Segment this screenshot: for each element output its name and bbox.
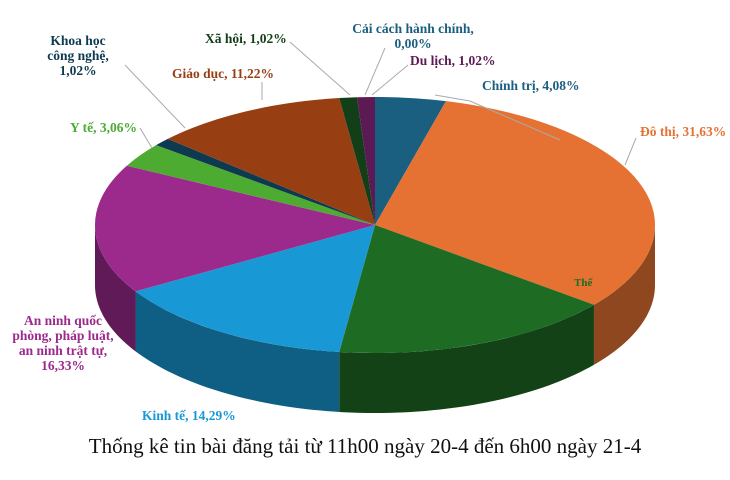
label-chinh-tri: Chính trị, 4,08% bbox=[482, 78, 580, 93]
slice-top-5 bbox=[126, 145, 375, 225]
leader-line-1 bbox=[624, 137, 637, 166]
label-kinh-te: Kinh tế, 14,29% bbox=[142, 408, 236, 423]
slice-side-1 bbox=[593, 225, 655, 365]
leader-line-5 bbox=[371, 64, 409, 96]
slice-top-2 bbox=[339, 225, 594, 353]
slice-top-3 bbox=[135, 225, 375, 352]
label-xa-hoi: Xã hội, 1,02% bbox=[205, 31, 287, 46]
slice-side-3 bbox=[135, 291, 340, 412]
leader-line-0 bbox=[434, 94, 561, 141]
leader-line-3 bbox=[289, 41, 351, 96]
label-an-ninh: An ninh quốc phòng, pháp luật, an ninh t… bbox=[12, 313, 114, 373]
slice-top-6 bbox=[156, 138, 375, 225]
label-giao-duc: Giáo dục, 11,22% bbox=[172, 66, 275, 81]
label-y-te: Y tế, 3,06% bbox=[70, 120, 137, 135]
label-do-thi: Đô thị, 31,63% bbox=[640, 124, 727, 139]
chart-title: Thống kê tin bài đăng tải từ 11h00 ngày … bbox=[88, 434, 642, 458]
label-du-lich: Du lịch, 1,02% bbox=[410, 53, 496, 68]
label-khcn: Khoa học công nghệ, 1,02% bbox=[47, 33, 109, 78]
slice-top-10 bbox=[357, 97, 375, 225]
leader-line-4 bbox=[364, 47, 386, 96]
slice-top-8 bbox=[339, 97, 375, 225]
label-the: Thể bbox=[574, 277, 593, 289]
slice-top-4 bbox=[94, 165, 375, 292]
slice-top-7 bbox=[167, 98, 375, 225]
slice-top-0 bbox=[375, 97, 446, 225]
slice-side-4 bbox=[95, 225, 136, 352]
label-cai-cach: Cải cách hành chính, 0,00% bbox=[352, 21, 474, 51]
slice-side-2 bbox=[339, 304, 594, 413]
leader-line-6 bbox=[124, 64, 186, 129]
slice-top-1 bbox=[375, 101, 656, 305]
leader-line-7 bbox=[139, 127, 153, 149]
